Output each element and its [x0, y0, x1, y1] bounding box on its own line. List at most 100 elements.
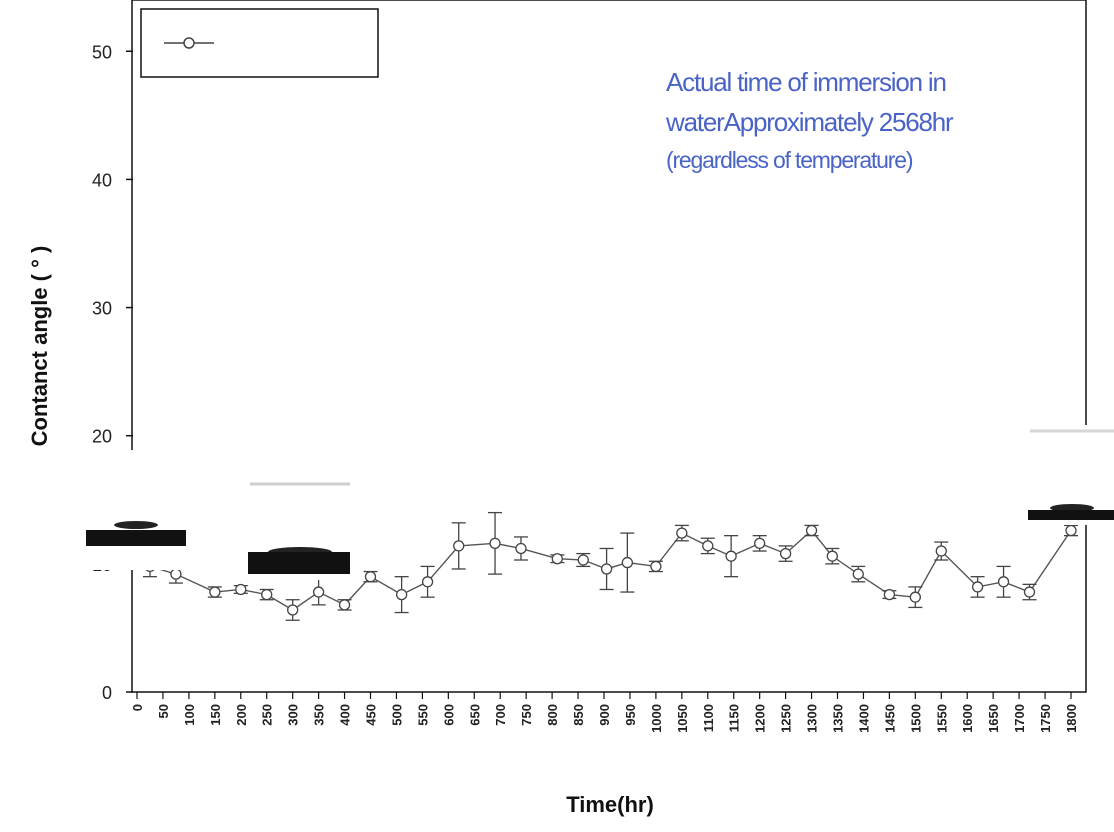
x-tick-label: 1600 [960, 704, 975, 733]
data-marker [883, 588, 896, 601]
data-point [311, 578, 326, 606]
data-marker [852, 568, 864, 580]
data-marker [650, 560, 662, 573]
x-tick-label: 1700 [1012, 704, 1027, 733]
y-tick-label: 30 [92, 299, 112, 319]
legend-marker-icon [183, 37, 195, 49]
x-tick-label: 250 [260, 704, 275, 726]
data-marker [1023, 586, 1036, 598]
x-tick-label: 900 [597, 704, 612, 726]
data-marker [1065, 524, 1077, 537]
data-marker [209, 586, 221, 598]
x-tick-label: 700 [493, 704, 508, 726]
y-tick-label: 40 [92, 170, 112, 190]
data-point [363, 570, 378, 583]
data-marker [826, 550, 838, 562]
annotation-line-3: (regardless of temperature) [666, 147, 913, 173]
data-marker [577, 554, 589, 566]
data-marker [971, 581, 984, 593]
x-tick-label: 1550 [934, 704, 949, 733]
data-point [996, 565, 1011, 598]
data-point [285, 599, 300, 621]
data-point [1064, 524, 1078, 537]
y-axis: 01020304050 [92, 42, 133, 703]
data-point [259, 588, 274, 601]
data-point [700, 537, 715, 555]
x-tick-label: 1150 [727, 704, 742, 732]
data-marker [364, 571, 377, 583]
data-point [934, 541, 949, 561]
data-marker [909, 591, 921, 603]
x-tick-label: 200 [234, 704, 249, 726]
data-marker [725, 550, 737, 562]
x-tick-label: 1250 [779, 704, 794, 733]
data-point [599, 547, 614, 591]
data-marker [754, 537, 766, 549]
x-tick-label: 0 [130, 704, 145, 711]
data-point [207, 586, 222, 598]
x-tick-label: 1450 [882, 704, 897, 733]
data-marker [235, 583, 247, 596]
data-point [488, 511, 503, 575]
x-tick-label: 400 [338, 704, 353, 726]
x-tick-label: 100 [182, 704, 197, 726]
x-tick-label: 1350 [831, 704, 846, 733]
data-marker [515, 542, 527, 555]
droplet-photo-end [1028, 425, 1114, 525]
x-tick-label: 1800 [1064, 704, 1079, 733]
x-tick-label: 50 [156, 704, 171, 718]
x-tick-label: 1500 [908, 704, 923, 733]
data-point [970, 576, 985, 598]
data-point [550, 553, 565, 565]
data-marker [935, 545, 947, 557]
data-marker [600, 563, 613, 575]
data-marker [676, 527, 688, 539]
immersion-annotation: Actual time of immersion in waterApproxi… [666, 62, 1086, 178]
x-tick-label: 850 [571, 704, 586, 726]
data-point [752, 535, 767, 552]
data-point [337, 599, 352, 611]
y-tick-label: 0 [102, 683, 112, 703]
data-point [908, 586, 923, 609]
data-point [233, 583, 248, 596]
data-point [825, 547, 840, 565]
data-marker [395, 588, 408, 601]
annotation-line-1: Actual time of immersion in [666, 67, 947, 97]
data-marker [287, 604, 299, 616]
data-marker [170, 568, 182, 580]
x-tick-label: 650 [467, 704, 482, 726]
data-marker [621, 556, 633, 569]
data-marker [453, 540, 465, 552]
x-tick-label: 1000 [649, 704, 664, 733]
data-marker [421, 576, 434, 588]
x-tick-label: 1400 [856, 704, 871, 733]
y-tick-label: 20 [92, 427, 112, 447]
x-tick-label: 150 [208, 704, 223, 726]
data-point [420, 565, 435, 598]
data-point [851, 565, 866, 583]
data-point [394, 576, 409, 614]
data-marker [489, 537, 501, 549]
data-point [648, 560, 663, 573]
x-tick-label: 1750 [1038, 704, 1053, 733]
data-point [513, 536, 528, 561]
x-tick-label: 450 [364, 704, 379, 726]
x-tick-label: 600 [441, 704, 456, 726]
data-point [451, 522, 466, 570]
data-marker [779, 547, 792, 560]
plot-frame [131, 0, 1087, 693]
x-tick-label: 500 [389, 704, 404, 726]
data-marker [551, 553, 563, 565]
x-tick-label: 550 [415, 704, 430, 726]
x-tick-label: 1200 [753, 704, 768, 733]
annotation-line-2: waterApproximately 2568hr [666, 107, 954, 137]
legend [140, 8, 379, 78]
data-marker [702, 540, 714, 552]
data-marker [338, 599, 351, 611]
y-axis-title: Contanct angle ( ° ) [27, 246, 52, 447]
x-tick-label: 300 [286, 704, 301, 726]
data-point [778, 545, 793, 562]
x-axis: 0 50 100 150 200 250 300 350 400 450 500 550 600 650 7… [130, 692, 1079, 733]
x-tick-label: 800 [545, 704, 560, 726]
data-point [674, 524, 689, 542]
